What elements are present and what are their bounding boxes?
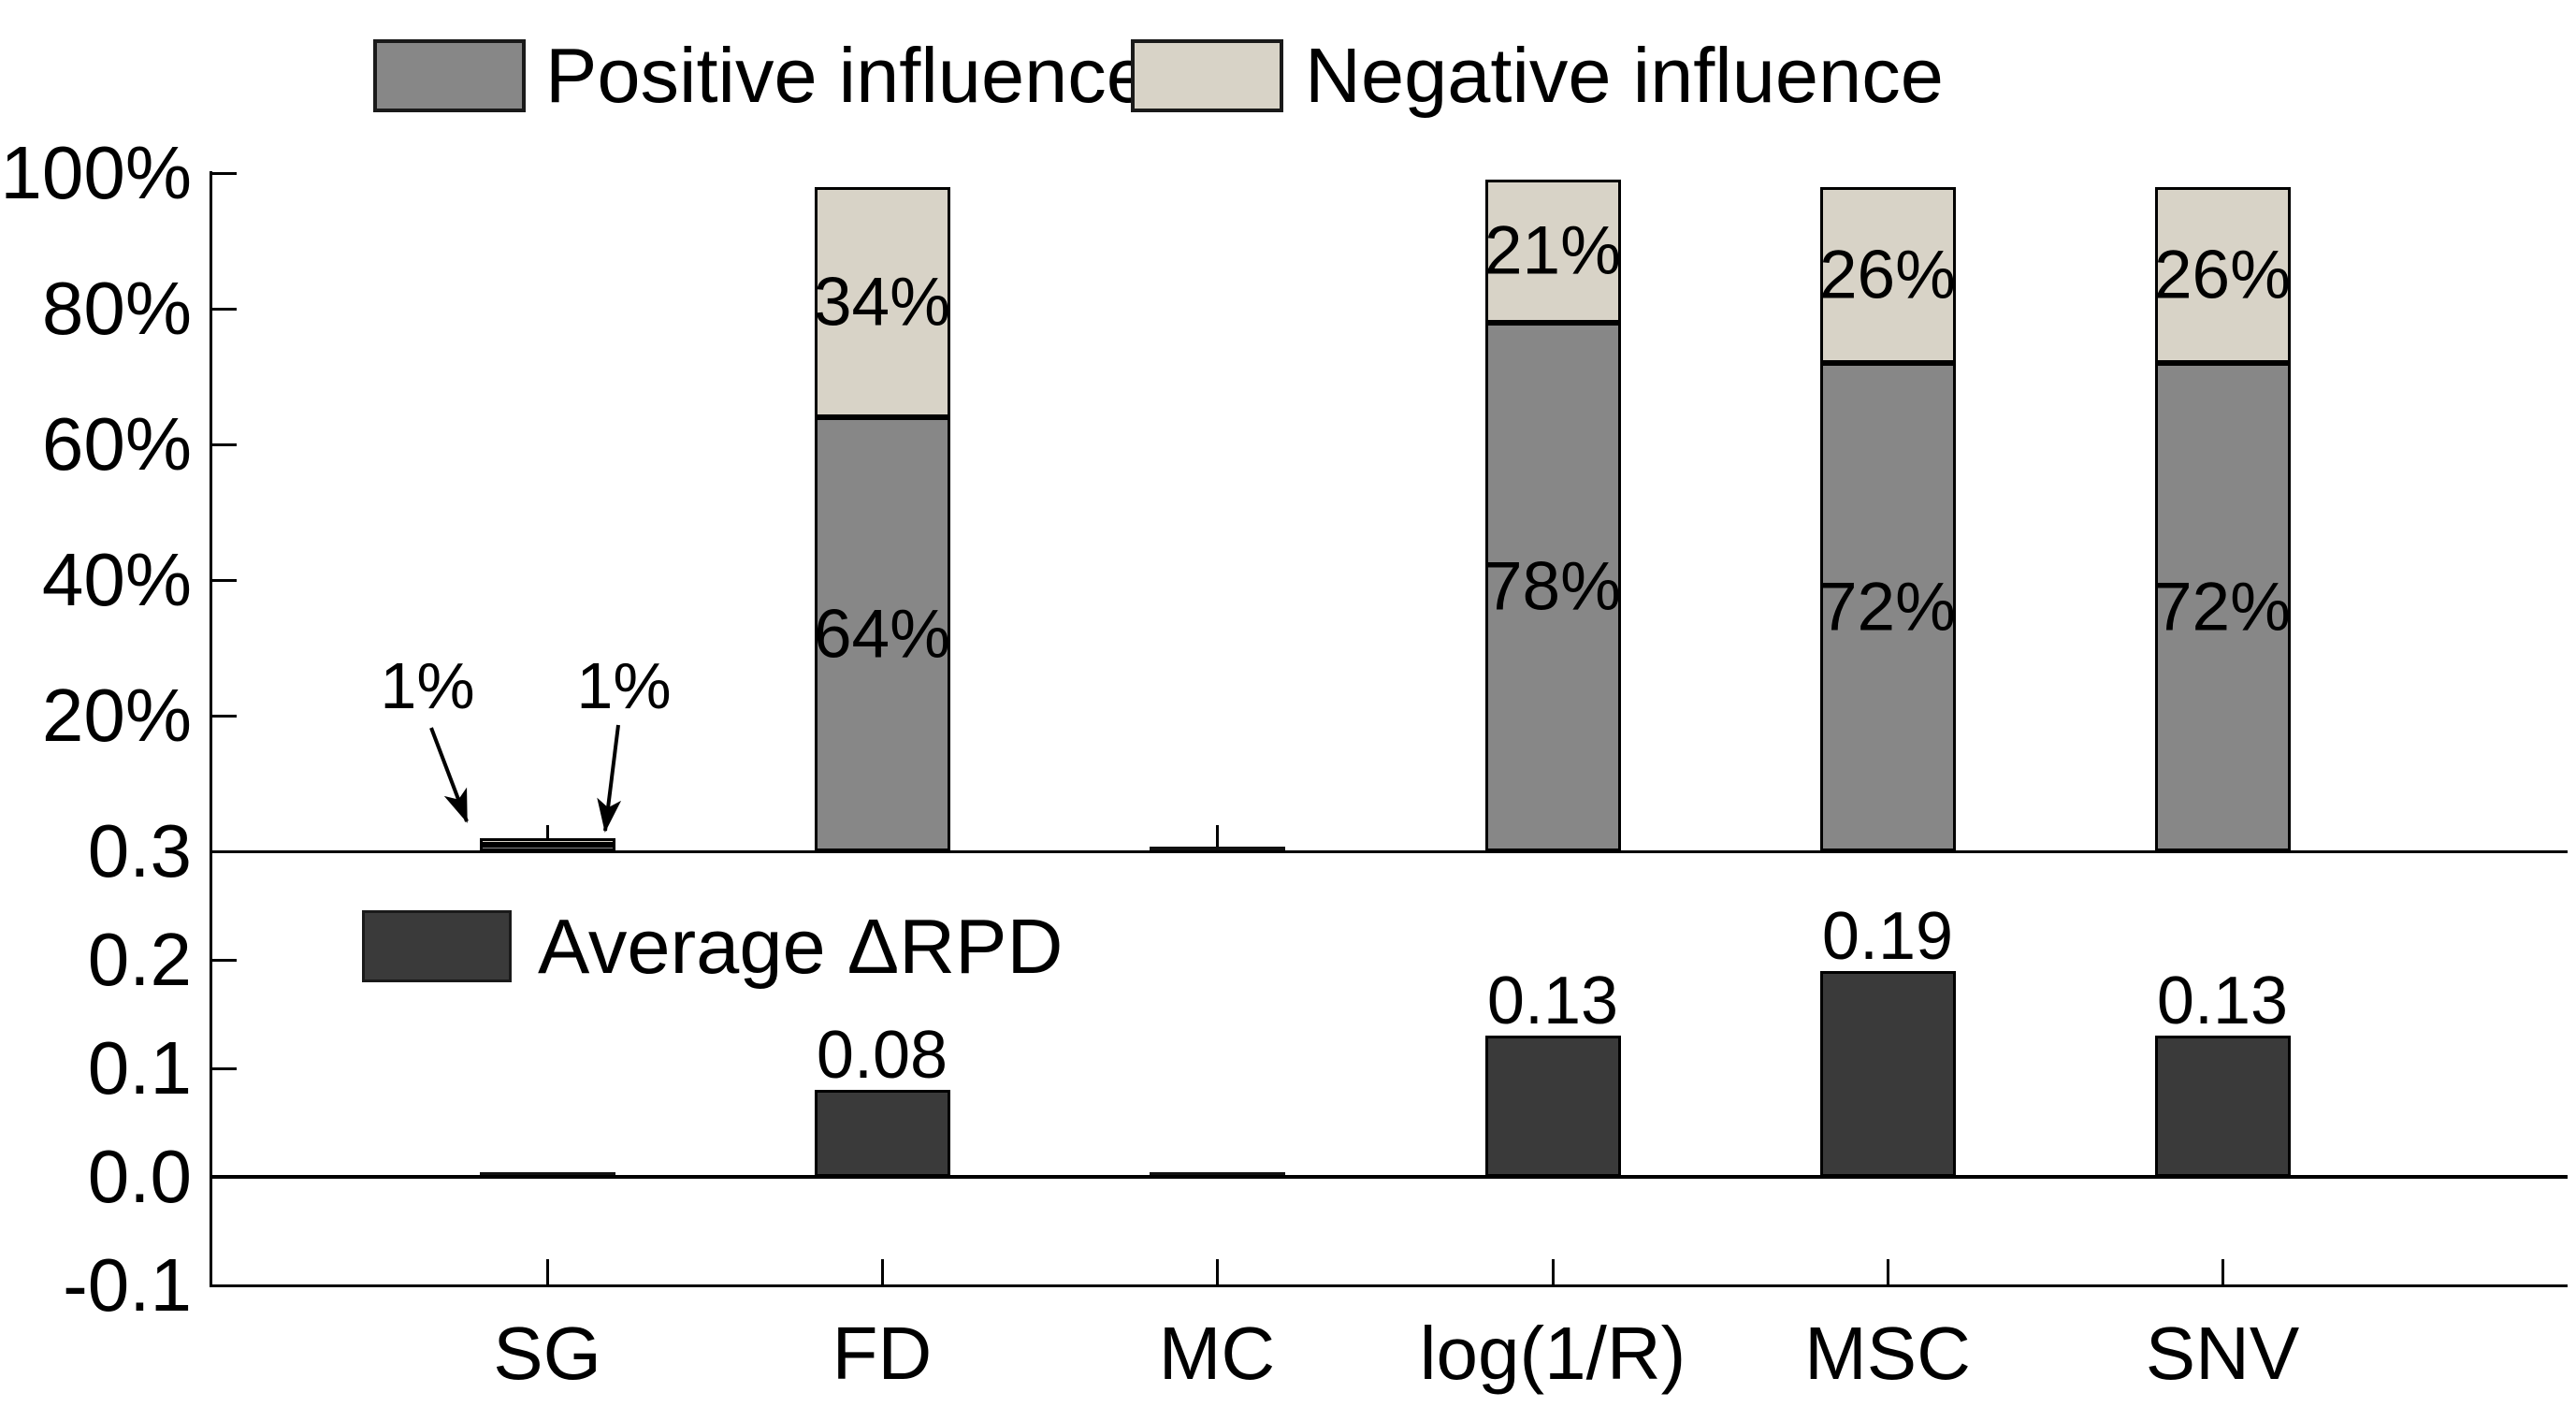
zero-height-bar [1149, 847, 1285, 851]
lower-x-tick [1215, 1259, 1219, 1285]
category-label: MSC [1804, 1312, 1971, 1395]
upper-y-tick [212, 307, 237, 311]
upper-y-tick-label: 60% [41, 402, 192, 486]
lower-y-tick-label: 0.3 [87, 809, 192, 892]
left-y-axis [210, 171, 212, 1287]
panel-divider-axis [210, 849, 2568, 853]
lower-y-tick-label: 0.0 [87, 1135, 192, 1218]
negative-segment-label: 26% [1818, 237, 1957, 313]
delta-rpd-bar [814, 1090, 950, 1177]
upper-y-tick-label: 100% [0, 131, 192, 214]
lower-y-tick-label: -0.1 [63, 1243, 192, 1327]
positive-segment-label: 78% [1483, 548, 1622, 625]
lower-x-tick [1886, 1259, 1889, 1285]
category-label: SNV [2145, 1312, 2300, 1395]
delta-rpd-value-label: 0.13 [2156, 964, 2289, 1039]
annotation-arrow-right [597, 724, 622, 833]
lower-x-tick [880, 1259, 884, 1285]
delta-rpd-value-label: 0.19 [1821, 898, 1954, 974]
delta-rpd-bar [1819, 970, 1956, 1177]
legend-negative-label: Negative influence [1305, 32, 1944, 119]
one-percent-annotation: 1% [576, 649, 672, 722]
one-percent-annotation: 1% [380, 649, 475, 722]
positive-segment-label: 72% [2153, 569, 2292, 645]
lower-x-tick [545, 1259, 549, 1285]
positive-bar-segment [814, 417, 950, 851]
zero-line [210, 1175, 2568, 1179]
negative-bar-segment [1819, 186, 1956, 363]
lower-y-tick [212, 1066, 237, 1070]
positive-segment-label: 64% [813, 596, 951, 673]
positive-bar-segment [479, 844, 615, 851]
legend-delta-rpd-swatch [362, 910, 512, 982]
negative-segment-label: 26% [2153, 237, 2292, 313]
lower-x-tick [2221, 1259, 2224, 1285]
annotation-arrow-left [429, 727, 469, 823]
lower-x-tick [1551, 1259, 1555, 1285]
upper-y-tick [212, 578, 237, 582]
lower-y-tick-label: 0.2 [87, 918, 192, 1001]
lower-y-tick-label: 0.1 [87, 1026, 192, 1110]
legend-positive-swatch [373, 39, 526, 112]
category-label: SG [493, 1312, 601, 1395]
positive-segment-label: 72% [1818, 569, 1957, 645]
negative-segment-label: 34% [813, 264, 951, 341]
negative-bar-segment [1484, 180, 1621, 323]
negative-bar-segment [814, 186, 950, 417]
delta-rpd-value-label: 0.08 [816, 1018, 948, 1094]
positive-bar-segment [1819, 363, 1956, 851]
category-label: log(1/R) [1419, 1312, 1686, 1395]
legend-delta-rpd-label: Average ΔRPD [538, 903, 1064, 990]
upper-x-tick [1215, 825, 1219, 851]
upper-y-tick [212, 171, 237, 175]
upper-y-tick [212, 442, 237, 446]
bottom-x-axis [210, 1284, 2568, 1287]
positive-bar-segment [2154, 363, 2291, 851]
upper-y-tick-label: 20% [41, 674, 192, 757]
delta-rpd-bar [1484, 1036, 1621, 1177]
negative-bar-segment [2154, 186, 2291, 363]
legend-positive-label: Positive influence [545, 32, 1150, 119]
legend-negative-swatch [1131, 39, 1283, 112]
delta-rpd-bar [2154, 1036, 2291, 1177]
upper-y-tick-label: 40% [41, 538, 192, 621]
lower-y-tick [212, 958, 237, 962]
upper-y-tick [212, 714, 237, 718]
positive-bar-segment [1484, 322, 1621, 851]
category-label: MC [1158, 1312, 1276, 1395]
negative-bar-segment [479, 837, 615, 845]
upper-y-tick-label: 80% [41, 267, 192, 350]
zero-height-bar [479, 1172, 615, 1177]
category-label: FD [832, 1312, 933, 1395]
negative-segment-label: 21% [1483, 212, 1622, 289]
delta-rpd-value-label: 0.13 [1486, 964, 1619, 1039]
zero-height-bar [1149, 1172, 1285, 1177]
